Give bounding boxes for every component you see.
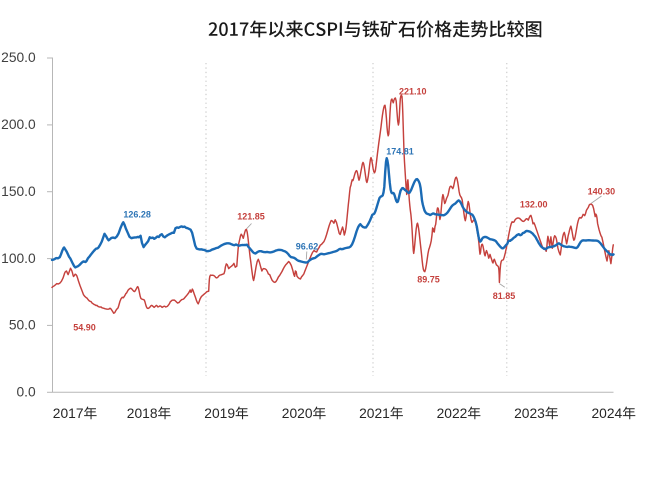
svg-text:89.75: 89.75 (417, 274, 440, 284)
svg-text:81.85: 81.85 (493, 291, 516, 301)
svg-text:132.00: 132.00 (520, 200, 548, 210)
svg-text:50.0: 50.0 (9, 318, 36, 333)
svg-text:174.81: 174.81 (386, 146, 414, 156)
svg-text:54.90: 54.90 (73, 323, 96, 333)
svg-text:2022: 2022 (437, 406, 468, 421)
svg-text:121.85: 121.85 (237, 211, 265, 221)
svg-text:96.62: 96.62 (296, 242, 319, 252)
svg-text:250.0: 250.0 (1, 50, 36, 65)
svg-text:0.0: 0.0 (17, 385, 37, 400)
svg-text:2021: 2021 (359, 406, 390, 421)
svg-text:2020: 2020 (282, 406, 313, 421)
svg-text:200.0: 200.0 (1, 117, 36, 132)
svg-text:221.10: 221.10 (399, 86, 427, 96)
svg-text:2024: 2024 (592, 406, 623, 421)
svg-text:2019: 2019 (204, 406, 235, 421)
svg-text:126.28: 126.28 (123, 209, 151, 219)
svg-text:2018: 2018 (127, 406, 158, 421)
svg-text:140.30: 140.30 (588, 186, 616, 196)
svg-text:150.0: 150.0 (1, 184, 36, 199)
svg-text:100.0: 100.0 (1, 251, 36, 266)
svg-text:2017: 2017 (53, 406, 84, 421)
svg-text:2023: 2023 (514, 406, 545, 421)
